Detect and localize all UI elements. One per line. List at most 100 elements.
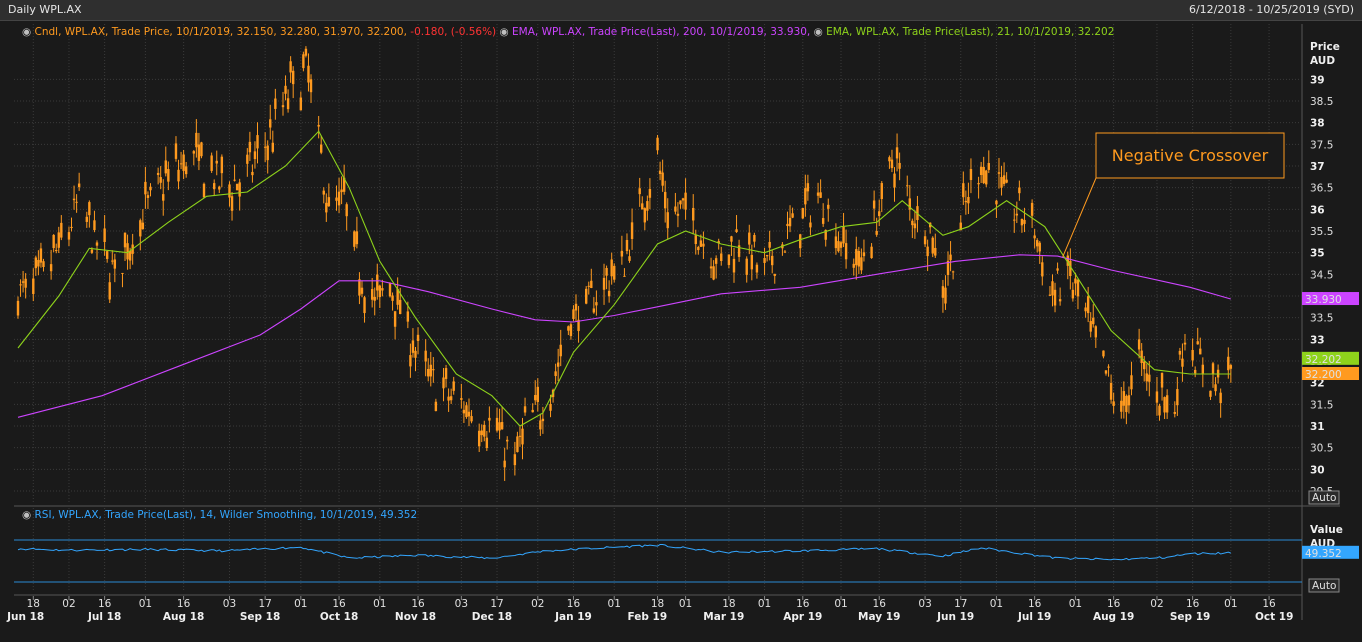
candle-body xyxy=(149,186,152,191)
candle-body xyxy=(345,204,348,217)
candle-body xyxy=(646,201,649,211)
candle-body xyxy=(72,198,76,201)
candle-body xyxy=(906,185,909,187)
ema21-tag-value: 32.202 xyxy=(1305,354,1342,366)
candle-body xyxy=(962,183,965,198)
candle-body xyxy=(162,194,165,201)
candle-body xyxy=(872,200,876,209)
candle-body xyxy=(1109,382,1113,400)
candle-body xyxy=(52,234,55,249)
candle-body xyxy=(353,231,356,247)
time-tick-label: 16 xyxy=(1107,598,1121,610)
candle-body xyxy=(898,162,901,169)
candle-body xyxy=(786,223,789,227)
time-tick-label: 16 xyxy=(1262,598,1276,610)
candle-body xyxy=(263,146,267,148)
date-range: 6/12/2018 - 10/25/2019 (SYD) xyxy=(1188,3,1354,16)
candle-body xyxy=(809,222,812,228)
candle-body xyxy=(816,192,820,196)
candle-body xyxy=(549,404,552,411)
candle-body xyxy=(144,181,147,195)
candle-body xyxy=(167,169,170,182)
time-tick-label: 03 xyxy=(223,598,236,610)
candle-body xyxy=(304,48,308,56)
price-tags: 33.930 32.202 32.200 49.352 xyxy=(1302,292,1359,560)
candle-body xyxy=(585,288,588,304)
candle-body xyxy=(200,142,203,157)
rsi-auto-button[interactable] xyxy=(1308,578,1340,593)
candle-body xyxy=(888,157,891,162)
time-axis[interactable]: 18 02 16 01 16 03 17 01 16 01 16 03 17 02 16 01 18 01 18 01… xyxy=(6,594,1302,623)
candle-body xyxy=(661,172,664,186)
candle-body xyxy=(1015,213,1019,216)
candle-body xyxy=(964,200,968,203)
candle-body xyxy=(1122,391,1126,406)
candle-body xyxy=(424,350,427,362)
candle-body xyxy=(253,151,257,160)
candle-body xyxy=(638,188,641,195)
candle-body xyxy=(174,143,178,159)
annotation[interactable]: Negative Crossover xyxy=(1062,132,1285,258)
candle-body xyxy=(1076,279,1080,297)
candle-body xyxy=(931,237,934,254)
time-tick-label: 16 xyxy=(177,598,191,610)
price-tick-label: 33 xyxy=(1310,334,1325,346)
candle-body xyxy=(1058,299,1062,302)
candle-body xyxy=(307,65,310,83)
candle-body xyxy=(592,308,596,313)
candle-body xyxy=(195,132,198,148)
candle-body xyxy=(1178,350,1182,355)
price-axis[interactable]: 29.53030.53131.53232.53333.53434.53535.5… xyxy=(1310,74,1333,498)
rsi-auto-label: Auto xyxy=(1312,580,1336,592)
candle-body xyxy=(388,283,392,297)
price-tick-label: 37.5 xyxy=(1310,139,1333,151)
candle-body xyxy=(1201,364,1205,374)
candle-body xyxy=(358,279,361,296)
candle-body xyxy=(893,173,896,188)
candle-body xyxy=(819,192,822,198)
candle-body xyxy=(1183,342,1187,345)
last-price-tag-value: 32.200 xyxy=(1305,369,1342,381)
candle-body xyxy=(827,204,830,209)
legend-candle[interactable]: ◉ Cndl, WPL.AX, Trade Price, 10/1/2019, … xyxy=(22,26,1114,38)
candle-body xyxy=(327,197,331,207)
candle-body xyxy=(987,163,990,170)
candle-body xyxy=(414,350,417,358)
time-tick-label: 01 xyxy=(834,598,847,610)
candle-body xyxy=(378,285,382,298)
candle-body xyxy=(1038,242,1041,252)
candle-body xyxy=(192,151,196,154)
month-label: Aug 18 xyxy=(163,611,204,623)
price-tick-label: 36.5 xyxy=(1310,183,1333,195)
candle-body xyxy=(941,286,945,298)
window-title-bar: Daily WPL.AX 6/12/2018 - 10/25/2019 (SYD… xyxy=(0,0,1362,21)
candle-body xyxy=(111,260,114,262)
candle-body xyxy=(801,208,804,219)
candle-body xyxy=(93,220,96,231)
candle-body xyxy=(488,417,491,421)
candle-body xyxy=(429,364,432,377)
legend-rsi[interactable]: ◉ RSI, WPL.AX, Trade Price(Last), 14, Wi… xyxy=(22,509,417,521)
candle-body xyxy=(462,409,466,414)
candle-body xyxy=(274,98,277,109)
candle-body xyxy=(590,280,593,288)
candle-body xyxy=(34,257,38,269)
price-tick-label: 35.5 xyxy=(1310,226,1333,238)
candle-body xyxy=(370,289,374,300)
candle-body xyxy=(103,228,106,243)
time-tick-label: 02 xyxy=(62,598,75,610)
candle-body xyxy=(342,177,346,192)
candle-body xyxy=(523,406,527,413)
price-auto-label: Auto xyxy=(1312,492,1336,504)
price-auto-button[interactable] xyxy=(1308,490,1340,505)
annotation-box[interactable] xyxy=(1095,132,1285,179)
candle-body xyxy=(536,386,539,403)
candle-body xyxy=(860,257,863,271)
candle-body xyxy=(791,213,794,218)
candle-body xyxy=(995,200,998,205)
candle-body xyxy=(607,290,611,297)
candle-body xyxy=(732,258,736,273)
candle-body xyxy=(554,371,557,377)
candle-body xyxy=(197,144,201,161)
